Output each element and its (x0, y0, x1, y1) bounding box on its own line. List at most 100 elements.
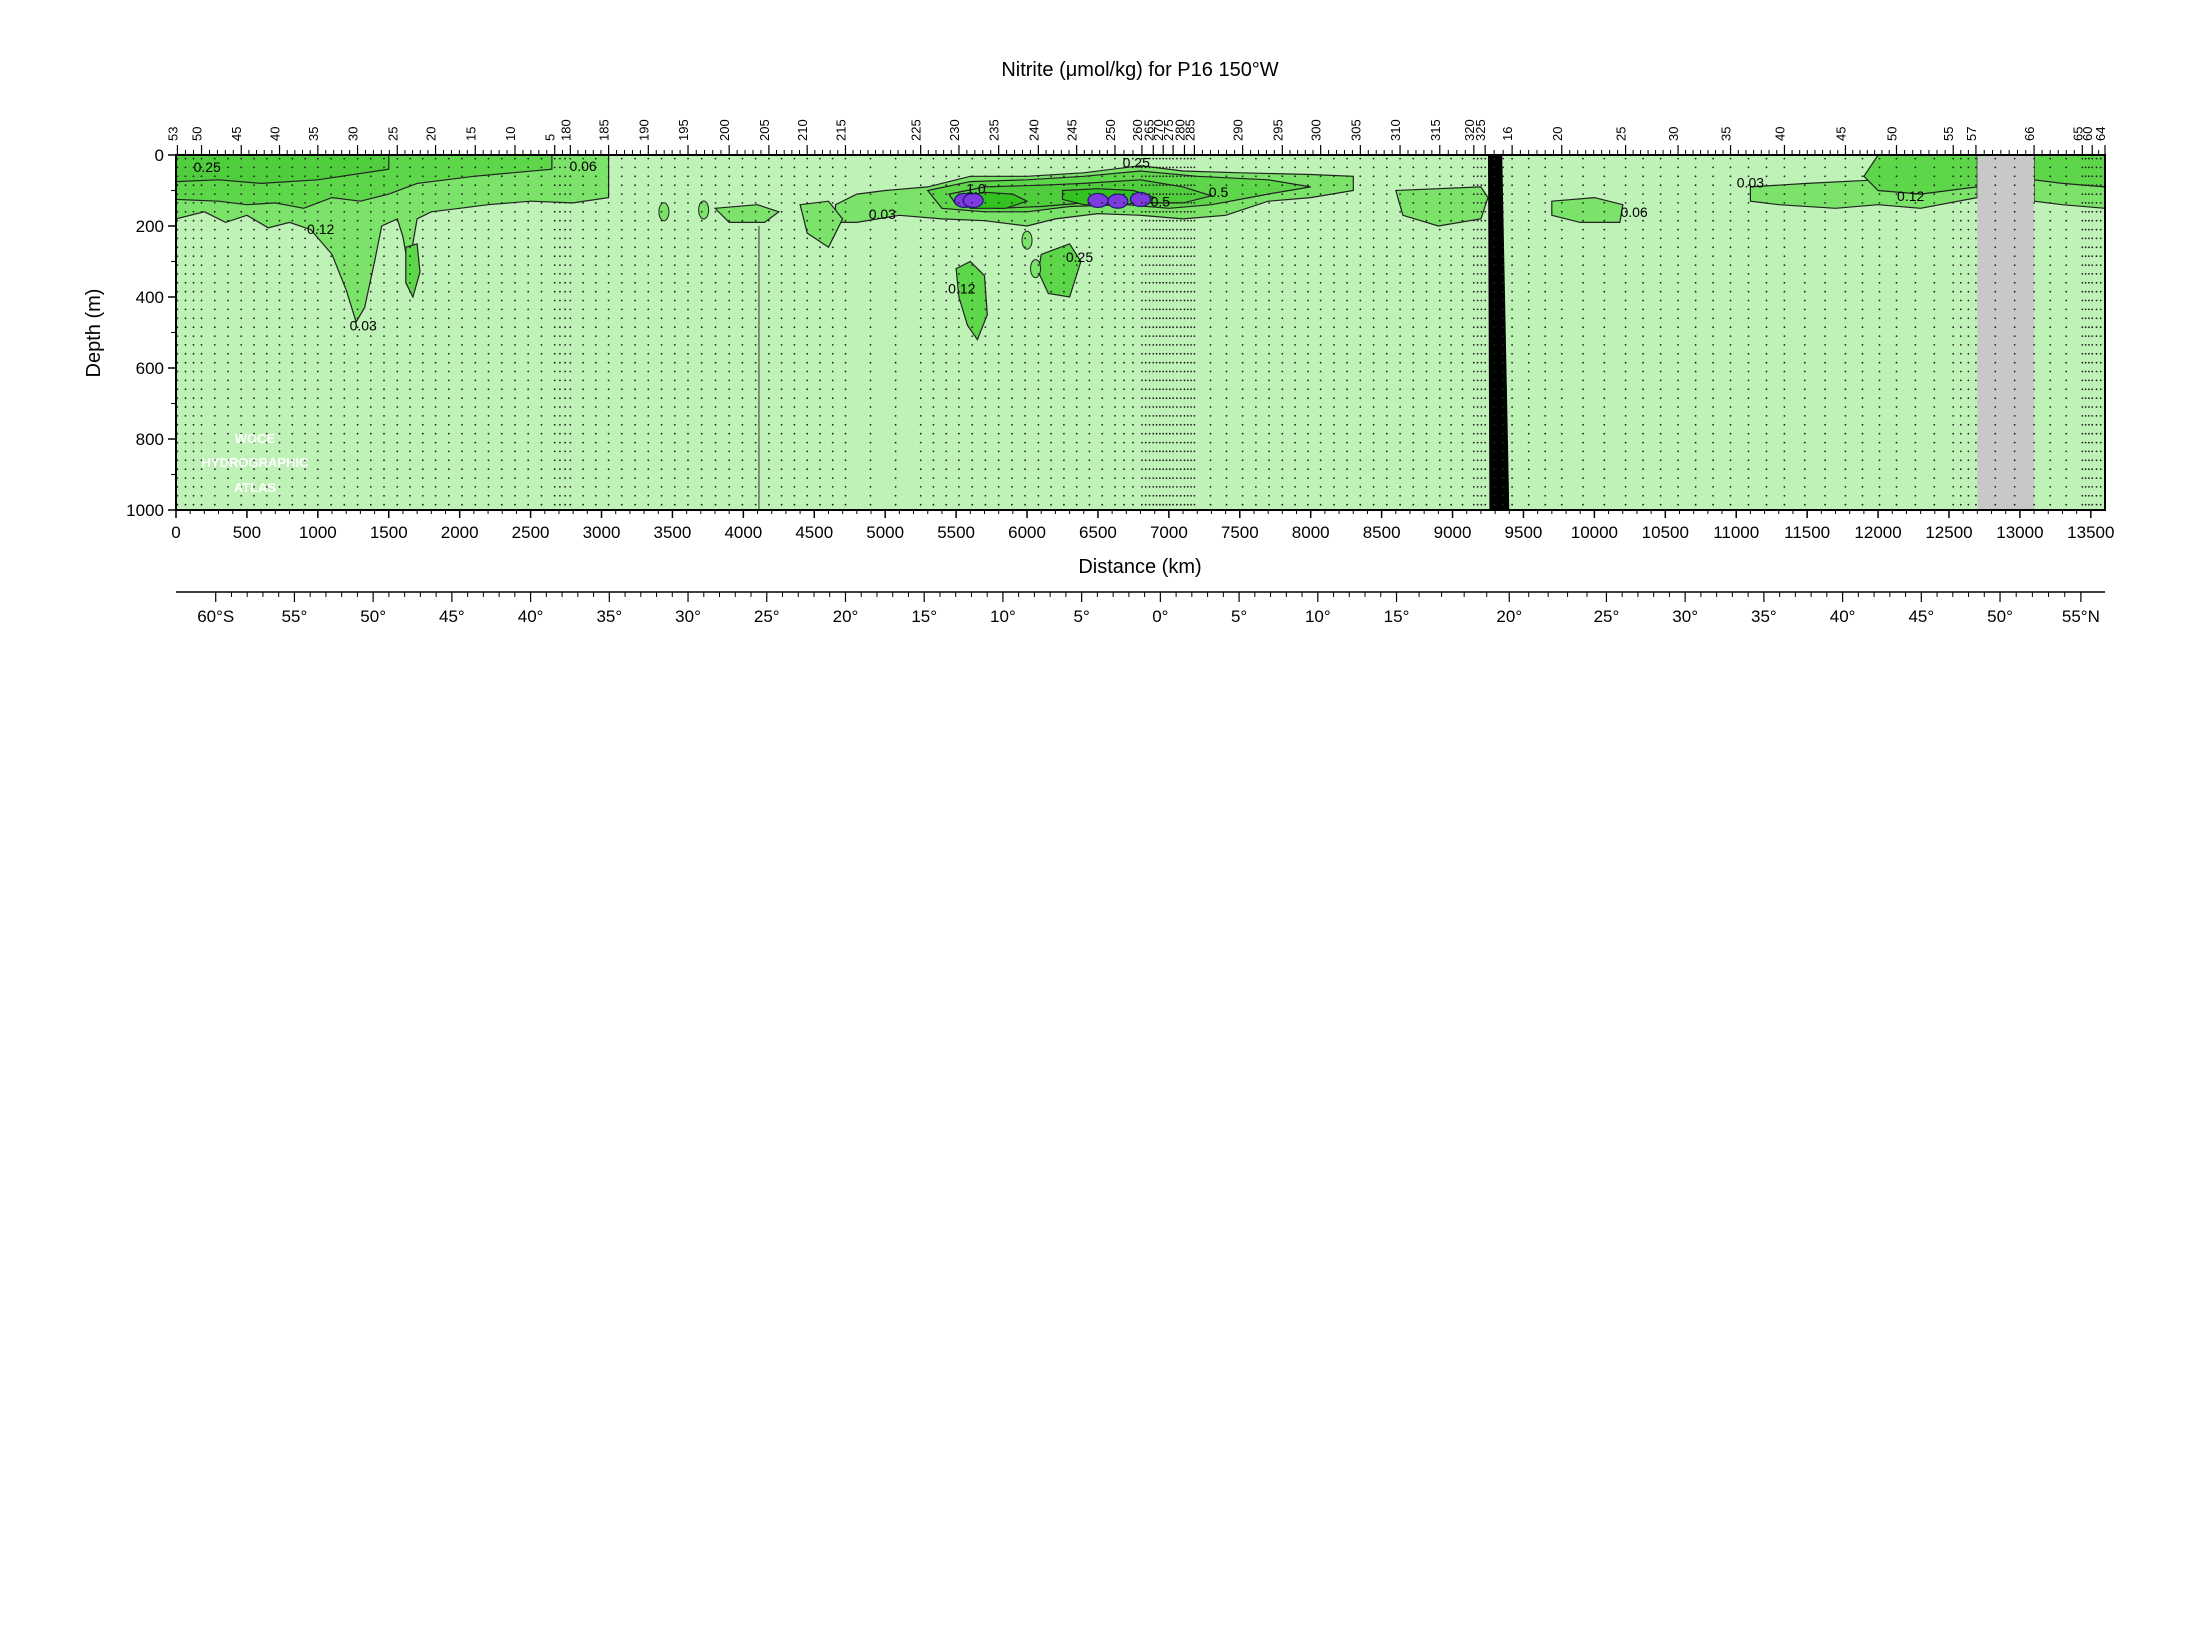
sample-dot (278, 246, 281, 249)
sample-dot (728, 494, 731, 497)
sample-dot (1425, 406, 1428, 408)
sample-dot (1372, 237, 1375, 240)
sample-dot (1172, 264, 1174, 266)
sample-dot (1172, 202, 1174, 204)
sample-dot (1294, 281, 1296, 284)
sample-dot (1294, 237, 1296, 240)
sample-dot (1385, 326, 1388, 329)
sample-dot (673, 503, 676, 506)
sample-dot (343, 459, 346, 462)
sample-dot (213, 290, 216, 293)
sample-dot (971, 281, 974, 284)
sample-dot (1281, 397, 1284, 400)
sample-dot (343, 494, 346, 497)
sample-dot (634, 406, 636, 408)
sample-dot (396, 228, 399, 231)
sample-dot (793, 308, 796, 311)
sample-dot (1193, 219, 1196, 222)
sample-dot (582, 486, 584, 488)
sample-dot (919, 432, 922, 435)
sample-dot (780, 370, 783, 373)
sample-dot (461, 273, 463, 275)
sample-dot (1132, 202, 1134, 204)
sample-dot (487, 255, 490, 258)
sample-dot (1511, 281, 1513, 284)
sample-dot (1399, 441, 1401, 444)
sample-dot (1132, 308, 1134, 311)
sample-dot (1179, 210, 1182, 213)
sample-dot (1493, 184, 1496, 187)
sample-dot (714, 406, 717, 408)
sample-dot (1281, 281, 1284, 284)
sample-dot (1372, 228, 1375, 231)
sample-dot (1385, 415, 1388, 417)
sample-dot (1412, 397, 1415, 400)
sample-dot (240, 432, 243, 435)
sample-dot (673, 210, 676, 213)
sample-dot (316, 317, 319, 320)
sample-dot (634, 157, 636, 160)
sample-dot (500, 486, 503, 488)
sample-dot (673, 228, 676, 231)
sample-dot (213, 379, 216, 382)
sample-dot (1294, 503, 1296, 506)
sample-dot (265, 193, 268, 196)
sample-dot (1399, 352, 1401, 355)
sample-dot (997, 202, 1000, 204)
sample-dot (227, 503, 229, 506)
sample-dot (1544, 370, 1547, 373)
sample-dot (1333, 237, 1335, 240)
sample-dot (582, 273, 584, 275)
sample-dot (1268, 290, 1270, 293)
sample-dot (1281, 308, 1284, 311)
sample-dot (1123, 228, 1125, 231)
sample-dot (620, 228, 623, 231)
sample-dot (487, 406, 490, 408)
sample-dot (265, 361, 268, 364)
sample-dot (500, 361, 503, 364)
sample-dot (1152, 166, 1155, 169)
sample-dot (1582, 415, 1584, 417)
sample-dot (1307, 184, 1309, 187)
sample-dot (997, 406, 1000, 408)
sample-dot (1493, 237, 1496, 240)
sample-dot (1484, 237, 1487, 240)
sample-dot (1141, 486, 1143, 488)
sample-dot (1527, 326, 1530, 329)
sample-dot (594, 290, 597, 293)
sample-dot (714, 299, 717, 302)
sample-dot (1148, 175, 1151, 178)
sample-dot (768, 494, 770, 497)
sample-dot (984, 450, 987, 453)
sample-dot (461, 432, 463, 435)
sample-dot (1527, 290, 1530, 293)
sample-dot (1159, 370, 1161, 373)
sample-dot (421, 379, 424, 382)
sample-dot (265, 379, 268, 382)
sample-dot (700, 486, 703, 488)
sample-dot (1624, 246, 1627, 249)
sample-dot (316, 246, 319, 249)
sample-dot (227, 450, 229, 453)
sample-dot (227, 193, 229, 196)
sample-dot (1385, 335, 1388, 337)
sample-dot (540, 299, 543, 302)
sample-dot (700, 281, 703, 284)
sample-dot (1603, 379, 1606, 382)
sample-dot (1037, 468, 1040, 471)
sample-dot (1319, 299, 1322, 302)
sample-dot (184, 406, 187, 408)
sample-dot (793, 406, 796, 408)
sample-dot (396, 210, 399, 213)
sample-dot (1624, 406, 1627, 408)
sample-dot (1385, 503, 1388, 506)
sample-dot (540, 290, 543, 293)
sample-dot (409, 494, 411, 497)
sample-dot (1333, 184, 1335, 187)
sample-dot (1183, 468, 1186, 471)
sample-dot (1024, 406, 1026, 408)
sample-dot (1603, 308, 1606, 311)
sample-dot (1176, 210, 1178, 213)
sample-dot (997, 477, 1000, 479)
sample-dot (741, 184, 744, 187)
